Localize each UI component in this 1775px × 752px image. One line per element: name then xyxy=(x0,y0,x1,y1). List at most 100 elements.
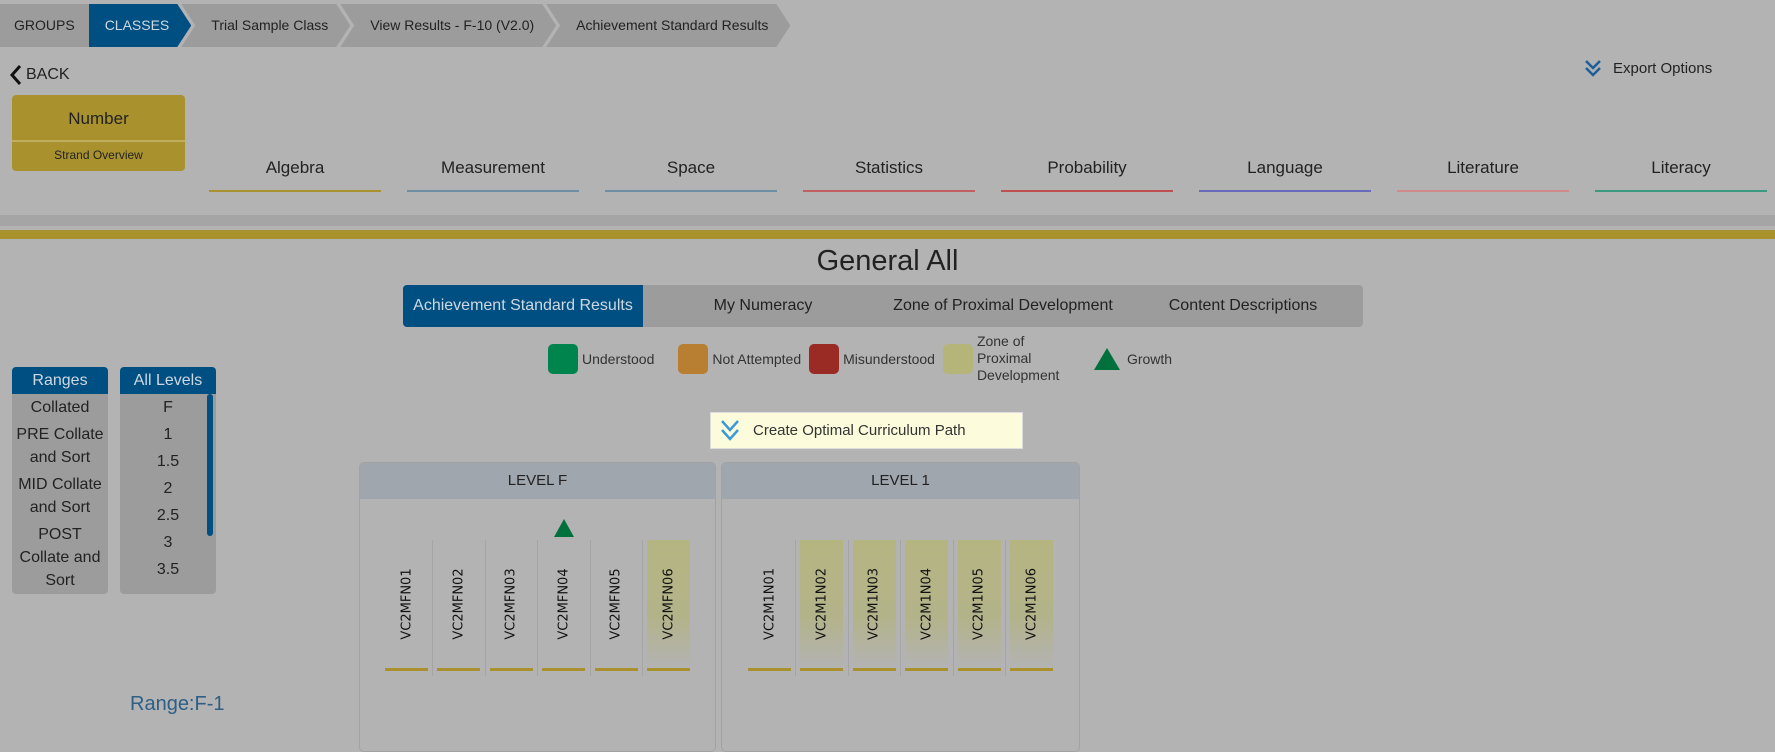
strand-tab-probability[interactable]: Probability xyxy=(1001,154,1173,192)
descriptor-code: VC2M1N05 xyxy=(971,568,987,640)
content-descriptor-column[interactable]: VC2MFN02 xyxy=(437,540,481,671)
strand-tab-language[interactable]: Language xyxy=(1199,154,1371,192)
export-label: Export Options xyxy=(1613,59,1713,77)
tab-achievement-standard-results[interactable]: Achievement Standard Results xyxy=(403,285,643,327)
export-options-button[interactable]: Export Options xyxy=(1583,58,1712,78)
level-panel: LEVEL F xyxy=(359,462,716,752)
column-divider xyxy=(432,540,434,676)
breadcrumb: GROUPS CLASSES Trial Sample Class View R… xyxy=(0,4,780,47)
levels-list: All Levels F 1 1.5 2 2.5 3 3.5 xyxy=(120,367,216,594)
descriptor-code: VC2MFN03 xyxy=(503,568,519,640)
legend-label: Zone of Proximal Development xyxy=(976,333,1060,383)
page-title: General All xyxy=(816,245,959,277)
back-label: BACK xyxy=(26,66,70,83)
range-item[interactable]: PRE Collate and Sort xyxy=(16,426,104,466)
content-descriptor-column[interactable]: VC2MFN06 xyxy=(647,540,690,671)
legend-label: Misunderstood xyxy=(843,350,935,367)
growth-triangle-icon xyxy=(554,519,575,537)
content-descriptor-column[interactable]: VC2MFN03 xyxy=(489,540,533,671)
strand-tab-literature[interactable]: Literature xyxy=(1397,154,1569,192)
misunderstood-swatch xyxy=(809,343,840,374)
growth-triangle-icon xyxy=(1093,347,1120,370)
descriptor-code: VC2M1N03 xyxy=(866,568,882,640)
strand-overview-link[interactable]: Strand Overview xyxy=(54,148,143,162)
strand-tab-measurement[interactable]: Measurement xyxy=(407,154,579,192)
content-descriptor-column[interactable]: VC2MFN05 xyxy=(594,540,638,671)
content-descriptor-column[interactable]: VC2MFN01 xyxy=(385,540,428,671)
legend-label: Not Attempted xyxy=(712,350,802,367)
range-item[interactable]: Collated xyxy=(30,399,90,416)
level-panel-title: LEVEL 1 xyxy=(722,463,1079,499)
cocp-label: Create Optimal Curriculum Path xyxy=(753,422,966,439)
strand-tab-literacy[interactable]: Literacy xyxy=(1595,154,1767,192)
legend-label: Understood xyxy=(582,350,655,367)
column-divider xyxy=(795,540,797,676)
legend-label: Growth xyxy=(1126,350,1173,367)
descriptor-code: VC2MFN02 xyxy=(451,568,467,640)
descriptor-code: VC2MFN04 xyxy=(556,568,572,640)
content-descriptor-column[interactable]: VC2M1N03 xyxy=(852,540,896,671)
content-descriptor-column[interactable]: VC2M1N02 xyxy=(800,540,844,671)
levels-scrollbar[interactable] xyxy=(207,394,213,536)
double-chevron-down-icon xyxy=(721,419,739,441)
divider xyxy=(0,215,1775,226)
level-item[interactable]: 1.5 xyxy=(156,453,180,470)
strand-title: Number xyxy=(12,95,185,142)
content-descriptor-column[interactable]: VC2MFN04 xyxy=(542,540,586,671)
descriptor-code: VC2MFN05 xyxy=(608,568,624,640)
column-divider xyxy=(642,540,643,676)
level-panel-title: LEVEL F xyxy=(360,463,715,499)
descriptor-code: VC2M1N06 xyxy=(1024,568,1039,640)
range-item[interactable]: POST Collate and Sort xyxy=(19,526,101,589)
descriptor-code: VC2M1N01 xyxy=(762,568,777,640)
create-optimal-curriculum-path-button[interactable]: Create Optimal Curriculum Path xyxy=(710,412,1023,449)
content-descriptor-column[interactable]: VC2M1N04 xyxy=(905,540,949,671)
breadcrumb-view-results[interactable]: View Results - F-10 (V2.0) xyxy=(340,4,556,47)
descriptor-code: VC2MFN01 xyxy=(399,568,414,640)
strand-tab-statistics[interactable]: Statistics xyxy=(803,154,975,192)
content-descriptor-column[interactable]: VC2M1N06 xyxy=(1010,540,1053,671)
legend: Understood Not Attempted Misunderstood Z… xyxy=(548,333,1180,384)
column-divider xyxy=(589,540,591,676)
strand-tab-algebra[interactable]: Algebra xyxy=(209,154,381,192)
column-divider xyxy=(484,540,486,676)
column-divider xyxy=(537,540,539,676)
not-attempted-swatch xyxy=(678,343,709,374)
breadcrumb-classes[interactable]: CLASSES xyxy=(89,4,192,47)
chevron-left-icon xyxy=(10,65,22,85)
strand-tab-space[interactable]: Space xyxy=(605,154,777,192)
level-item[interactable]: 2 xyxy=(163,480,173,497)
levels-header: All Levels xyxy=(120,367,216,394)
breadcrumb-class[interactable]: Trial Sample Class xyxy=(181,4,350,47)
ranges-list: Ranges Collated PRE Collate and Sort MID… xyxy=(12,367,108,594)
descriptor-code: VC2M1N04 xyxy=(919,568,935,640)
tab-content-descriptions[interactable]: Content Descriptions xyxy=(1168,297,1318,314)
strand-color-bar xyxy=(0,230,1775,239)
level-panel: LEVEL 1 xyxy=(721,462,1080,752)
tab-my-numeracy[interactable]: My Numeracy xyxy=(713,297,813,314)
range-item[interactable]: MID Collate and Sort xyxy=(18,476,102,516)
level-item[interactable]: 3 xyxy=(163,534,173,551)
level-item[interactable]: 1 xyxy=(163,426,173,443)
tab-zone-of-proximal-development[interactable]: Zone of Proximal Development xyxy=(893,297,1113,314)
content-descriptor-column[interactable]: VC2M1N01 xyxy=(748,540,791,671)
double-chevron-down-icon xyxy=(1585,60,1601,77)
content-descriptor-column[interactable]: VC2M1N05 xyxy=(957,540,1001,671)
breadcrumb-groups[interactable]: GROUPS xyxy=(0,4,89,47)
back-button[interactable]: BACK xyxy=(10,64,70,86)
level-item[interactable]: 2.5 xyxy=(156,507,180,524)
descriptor-code: VC2MFN06 xyxy=(661,568,676,640)
level-item[interactable]: 3.5 xyxy=(156,561,180,578)
strand-number-card[interactable]: Number Strand Overview xyxy=(12,95,185,171)
descriptor-code: VC2M1N02 xyxy=(814,568,830,640)
ranges-header: Ranges xyxy=(12,367,108,394)
column-divider xyxy=(900,540,902,676)
level-item[interactable]: F xyxy=(163,399,173,416)
understood-swatch xyxy=(548,343,578,374)
column-divider xyxy=(952,540,954,676)
zpd-swatch xyxy=(942,343,973,374)
view-tabs: Achievement Standard Results My Numeracy… xyxy=(403,285,1363,327)
range-label: Range:F-1 xyxy=(130,693,225,715)
column-divider xyxy=(847,540,849,676)
breadcrumb-achievement[interactable]: Achievement Standard Results xyxy=(546,4,790,47)
